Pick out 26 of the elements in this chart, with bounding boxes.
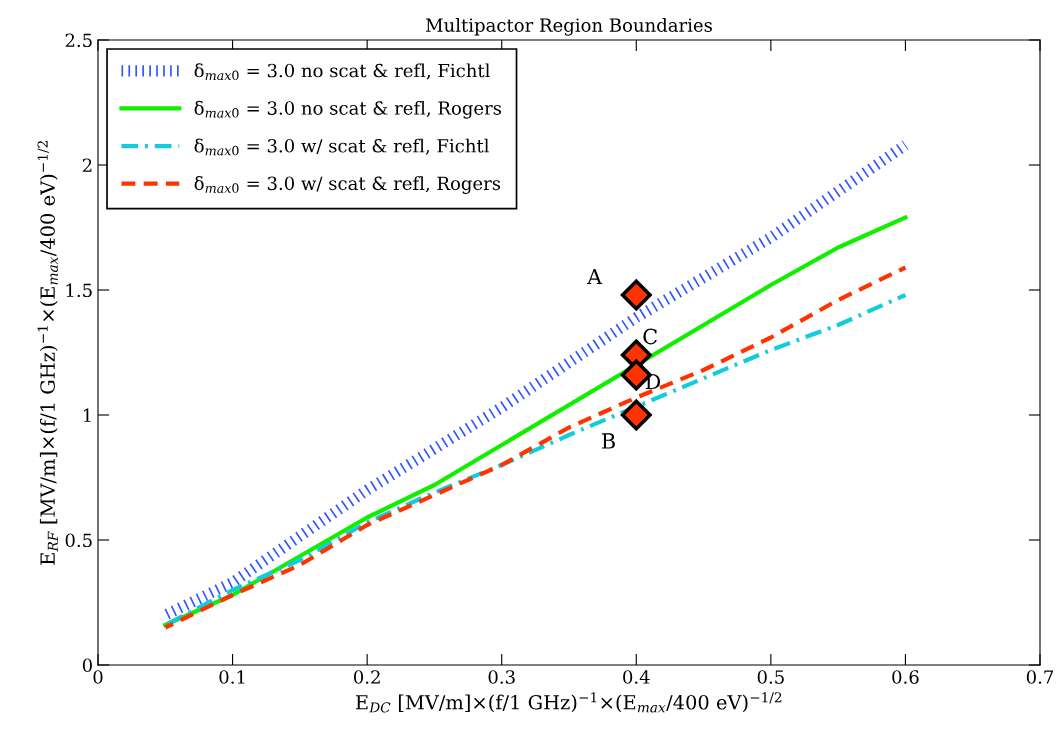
legend-label: δ$_{max0}$ = 3.0 no scat & refl, Rogers <box>194 100 502 119</box>
x-tick-label: 0.2 <box>353 670 380 684</box>
y-tick-label: 1 <box>83 408 91 422</box>
y-tick-label: 0 <box>82 658 92 673</box>
x-tick-label: 0.3 <box>488 670 515 684</box>
annotation: B <box>602 433 615 449</box>
legend-label: δ$_{max0}$ = 3.0 w/ scat & refl, Fichtl <box>194 138 489 156</box>
y-tick-label: 2 <box>82 158 92 172</box>
y-tick-label: 1.5 <box>66 283 92 298</box>
annotation: C <box>643 328 657 345</box>
legend-label: δ$_{max0}$ = 3.0 no scat & refl, Fichtl <box>194 63 490 81</box>
x-tick-label: 0.7 <box>1026 670 1054 684</box>
x-axis-title: E$_{DC}$ [MV/m]×(f/1 GHz)$^{−1}$×(E$_{max}$/400 eV)$^{−1/2}$ <box>355 692 782 713</box>
point <box>620 279 652 311</box>
x-tick-label: 0.5 <box>757 670 784 684</box>
point <box>620 399 652 431</box>
x-tick-label: 0.6 <box>892 670 919 684</box>
y-tick-label: 0.5 <box>65 533 92 548</box>
x-tick-label: 0 <box>93 670 103 684</box>
x-tick-label: 0.4 <box>623 670 650 684</box>
y-axis-title: E$_{RF}$ [MV/m]×(f/1 GHz)$^{−1}$×(E$_{max}$/400 eV)$^{−1/2}$ <box>37 141 58 565</box>
legend-label: δ$_{max0}$ = 3.0 w/ scat & refl, Rogers <box>194 176 501 194</box>
y-tick-label: 2.5 <box>65 33 92 48</box>
chart-title: Multipactor Region Boundaries <box>426 17 712 36</box>
x-tick-label: 0.1 <box>219 670 245 684</box>
annotation: A <box>586 268 603 285</box>
